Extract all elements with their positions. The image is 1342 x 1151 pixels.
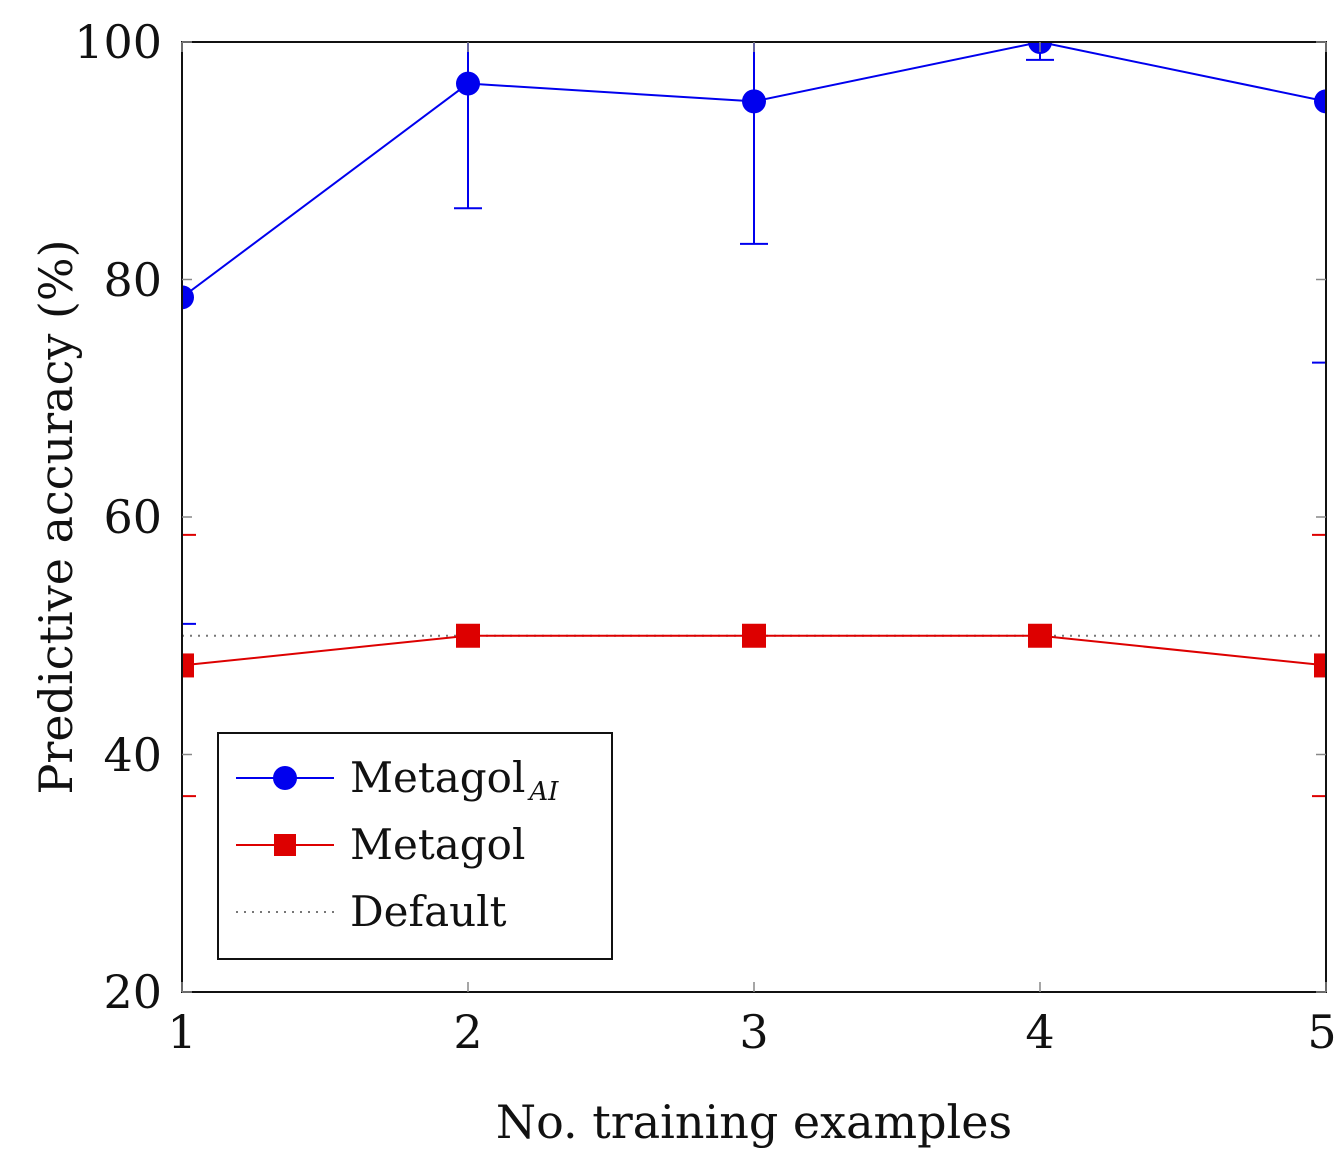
point-metagol-ai-3 bbox=[742, 89, 766, 114]
point-metagol-4 bbox=[1028, 623, 1052, 648]
y-tick-40: 40 bbox=[103, 728, 162, 782]
x-tick-1: 1 bbox=[167, 1005, 196, 1059]
legend-label-default: Default bbox=[350, 887, 507, 936]
point-metagol-2 bbox=[456, 623, 480, 648]
series-metagol bbox=[182, 533, 1326, 798]
y-tick-80: 80 bbox=[103, 253, 162, 307]
x-axis-title: No. training examples bbox=[496, 1095, 1012, 1149]
legend-marker-metagol-ai bbox=[273, 766, 297, 790]
point-metagol-ai-1 bbox=[182, 285, 194, 310]
x-tick-5: 5 bbox=[1307, 1005, 1336, 1059]
point-metagol-3 bbox=[742, 623, 766, 648]
legend-label-metagol-ai-name: Metagol bbox=[350, 753, 525, 802]
point-metagol-1 bbox=[182, 653, 194, 678]
x-tick-2: 2 bbox=[453, 1005, 482, 1059]
x-tick-3: 3 bbox=[739, 1005, 768, 1059]
tick-marks bbox=[181, 41, 1327, 993]
y-axis-title: Predictive accuracy (%) bbox=[29, 239, 83, 794]
legend-marker-metagol bbox=[274, 834, 296, 856]
legend-label-metagol: Metagol bbox=[350, 820, 525, 869]
point-metagol-ai-5 bbox=[1314, 89, 1326, 114]
point-metagol-ai-2 bbox=[456, 71, 480, 96]
legend: Metagol AI Metagol Default bbox=[217, 732, 613, 960]
legend-label-metagol-ai-subscript: AI bbox=[527, 777, 559, 807]
legend-label-metagol-ai: Metagol AI bbox=[350, 753, 559, 807]
y-tick-20: 20 bbox=[103, 965, 162, 1019]
y-tick-100: 100 bbox=[74, 15, 162, 69]
series-layer bbox=[182, 42, 1326, 798]
y-tick-60: 60 bbox=[103, 490, 162, 544]
x-tick-4: 4 bbox=[1025, 1005, 1054, 1059]
point-metagol-5 bbox=[1314, 653, 1326, 678]
series-metagol-ai bbox=[182, 42, 1326, 625]
